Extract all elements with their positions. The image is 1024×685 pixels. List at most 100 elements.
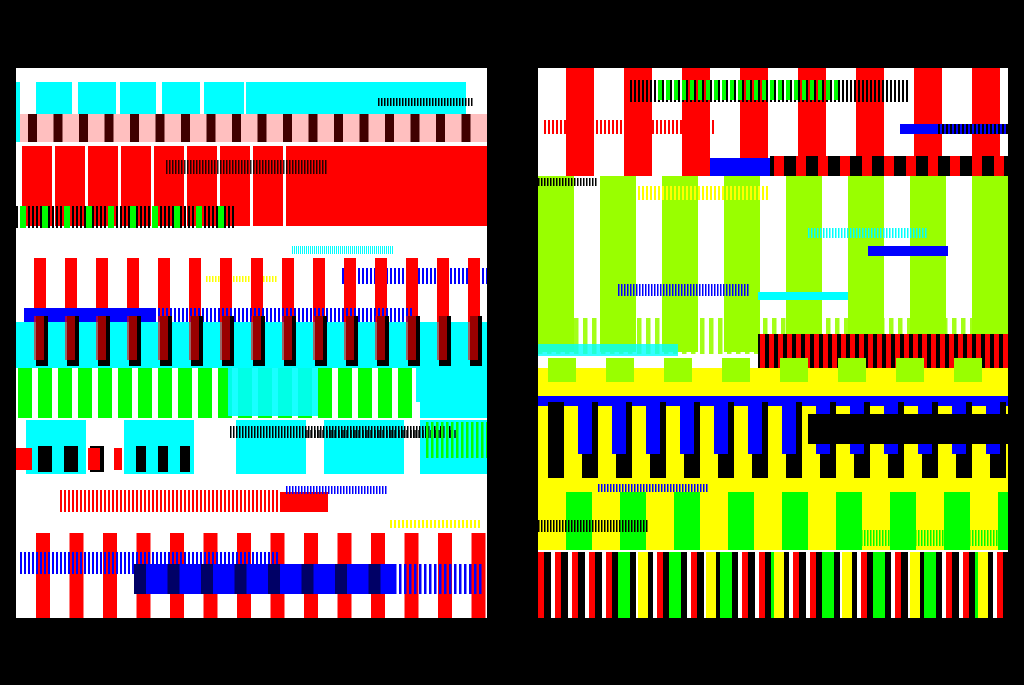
red-tick — [818, 156, 828, 186]
hatch-line — [224, 206, 226, 228]
hatch-line — [334, 486, 336, 494]
hatch-line — [592, 178, 594, 186]
hatch-line — [342, 246, 343, 254]
hatch-line — [322, 160, 324, 174]
lime-block — [606, 358, 634, 382]
hatch-line — [398, 308, 400, 322]
hatch-line — [966, 124, 968, 134]
hatch-line — [717, 284, 719, 296]
hatch-line — [238, 308, 240, 322]
hatch-line — [868, 228, 870, 238]
red-tick — [796, 334, 801, 370]
hatch-line — [230, 308, 232, 322]
hatch-line — [166, 160, 168, 174]
hatch-line — [262, 308, 264, 322]
hatch-line — [68, 490, 70, 512]
red-overlay — [406, 316, 416, 360]
yellow-stripe — [706, 552, 716, 618]
hatch-line — [616, 120, 618, 134]
hatch-line — [885, 530, 887, 546]
hatch-line — [556, 520, 558, 532]
red-stripe — [810, 552, 820, 618]
hatch-line — [367, 486, 369, 494]
hatch-line — [734, 186, 736, 200]
hatch-line — [208, 552, 210, 574]
hatch-line — [295, 486, 297, 494]
hatch-line — [454, 520, 456, 528]
hatch-line — [986, 124, 988, 134]
hatch-line — [305, 426, 307, 438]
red-tick — [778, 334, 783, 370]
hatch-line — [571, 178, 573, 186]
green-stripe — [720, 552, 732, 618]
hatch-line — [331, 486, 333, 494]
hatch-line — [550, 178, 552, 186]
left-glitch-art — [16, 82, 487, 618]
hatch-line — [900, 530, 902, 546]
green-bar — [338, 368, 352, 418]
hatch-line — [172, 490, 174, 512]
hatch-line — [906, 80, 908, 102]
hatch-line — [738, 186, 740, 200]
hatch-line — [720, 284, 722, 296]
hatch-line — [358, 246, 359, 254]
red-tick — [985, 334, 990, 370]
hatch-line — [951, 530, 953, 546]
hatch-line — [862, 80, 864, 102]
hatch-line — [619, 484, 621, 492]
hatch-line — [726, 186, 728, 200]
hatch-line — [310, 308, 312, 322]
hatch-line — [1002, 530, 1004, 546]
hatch-line — [702, 186, 704, 200]
hatch-line — [425, 426, 427, 438]
hatch-line — [429, 98, 431, 106]
hatch-line — [454, 564, 457, 594]
hatch-line — [682, 318, 687, 354]
hatch-line — [888, 530, 890, 546]
hatch-line — [544, 178, 546, 186]
hatch-line — [302, 426, 304, 438]
hatch-line — [136, 552, 138, 574]
hatch-line — [830, 80, 832, 102]
green-tick — [174, 206, 180, 228]
hatch-line — [879, 530, 881, 546]
hatch-line — [817, 228, 819, 238]
hatch-line — [211, 160, 213, 174]
red-tick — [805, 334, 810, 370]
hatch-line — [726, 80, 728, 102]
right-glitch-art — [538, 68, 1008, 618]
hatch-line — [607, 484, 609, 492]
red-bar — [103, 533, 117, 618]
dark-overlay — [234, 564, 247, 594]
black-stripe — [646, 552, 653, 618]
hatch-line — [608, 120, 610, 134]
red-column — [286, 146, 316, 226]
hatch-line — [240, 552, 242, 574]
hatch-line — [429, 564, 432, 594]
hatch-line — [794, 80, 798, 100]
hatch-line — [664, 318, 669, 354]
hatch-line — [571, 520, 573, 532]
hatch-line — [384, 98, 386, 106]
hatch-line — [703, 484, 705, 492]
hatch-line — [674, 80, 678, 100]
hatch-line — [192, 206, 194, 228]
black-tick — [283, 114, 292, 142]
hatch-line — [382, 308, 384, 322]
red-overlay — [220, 316, 230, 360]
hatch-line — [364, 246, 365, 254]
red-overlay — [344, 316, 354, 360]
hatch-line — [559, 520, 561, 532]
hatch-line — [265, 160, 267, 174]
hatch-line — [254, 426, 256, 438]
black-stripe — [952, 552, 959, 618]
hatch-line — [318, 430, 320, 438]
hatch-line — [858, 530, 860, 546]
hatch-line — [277, 160, 279, 174]
hatch-line — [562, 178, 564, 186]
blue-stripe — [538, 396, 1008, 406]
hatch-line — [361, 486, 363, 494]
hatch-line — [580, 520, 582, 532]
hatch-line — [208, 490, 210, 512]
hatch-line — [314, 430, 316, 438]
